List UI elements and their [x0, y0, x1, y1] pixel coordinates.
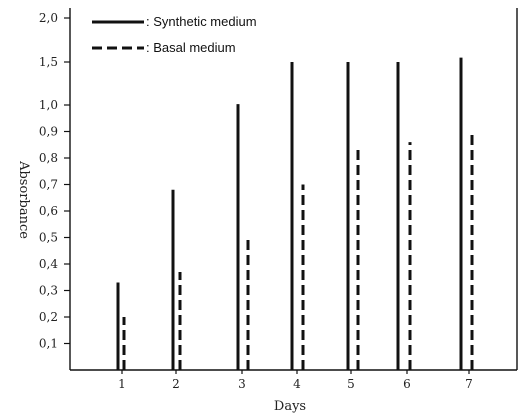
y-tick-label: 1,0 — [39, 98, 58, 112]
x-tick-label: 5 — [347, 377, 355, 391]
y-tick-label: 0,8 — [39, 151, 58, 165]
legend: : Synthetic medium : Basal medium — [92, 14, 257, 55]
y-tick-label: 0,6 — [39, 204, 58, 218]
y-tick-label: 0,3 — [39, 284, 58, 298]
y-tick-label: 0,9 — [39, 125, 58, 139]
x-tick-label: 4 — [293, 377, 301, 391]
x-tick-label: 6 — [403, 377, 411, 391]
y-tick-label: 0,1 — [39, 337, 58, 351]
x-axis-label: Days — [274, 399, 306, 414]
y-tick-label: 0,2 — [39, 310, 58, 324]
y-tick-label: 0,4 — [39, 257, 58, 271]
x-ticks: 1 2 3 4 5 6 7 — [118, 370, 473, 391]
legend-label-synthetic: : Synthetic medium — [146, 14, 257, 29]
legend-label-basal: : Basal medium — [146, 40, 236, 55]
y-axis-label: Absorbance — [16, 160, 31, 239]
y-tick-label: 0,5 — [39, 231, 58, 245]
x-tick-label: 7 — [465, 377, 473, 391]
y-ticks: 0,1 0,2 0,3 0,4 0,5 0,6 0,7 0,8 0,9 1,0 1,5 2,0 — [39, 11, 70, 351]
x-tick-label: 3 — [238, 377, 246, 391]
x-tick-label: 1 — [118, 377, 126, 391]
x-tick-label: 2 — [172, 377, 180, 391]
y-tick-label: 0,7 — [39, 178, 58, 192]
y-tick-label: 1,5 — [39, 55, 58, 69]
y-tick-label: 2,0 — [39, 11, 58, 25]
bars — [116, 57, 474, 370]
